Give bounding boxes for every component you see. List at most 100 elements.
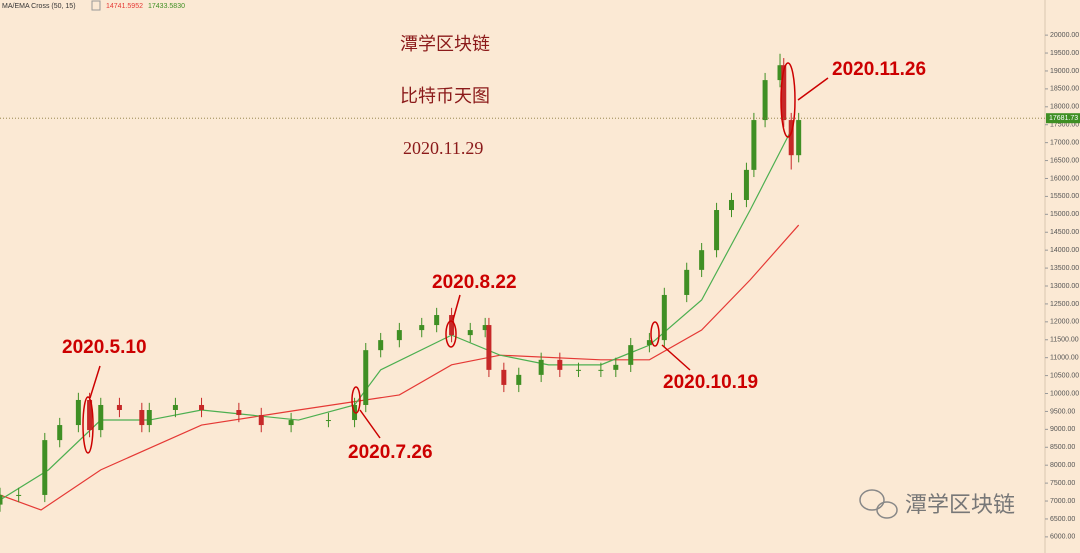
candle-body [378,340,384,351]
annotation: 2020.8.22 [432,272,517,293]
watermark: 潭学区块链 [905,492,1015,517]
annotation: 2020.7.26 [348,442,433,463]
candle-body [788,120,794,156]
candle-body [75,399,81,426]
y-tick-label: 17000.00 [1050,139,1079,146]
arrow [359,409,381,439]
candle-body [661,294,667,341]
candle-body [486,325,492,370]
candle-body [628,345,634,365]
y-tick-label: 13000.00 [1050,283,1079,290]
ma-line [0,224,800,511]
candle-body [482,325,488,331]
y-tick-label: 8500.00 [1050,444,1075,451]
chart-subtitle: 比特币天图 [400,86,490,106]
candle-body [0,494,3,505]
candle-body [363,350,369,405]
highlight [445,320,457,348]
y-tick-label: 16500.00 [1050,157,1079,164]
y-tick-label: 11500.00 [1050,337,1079,344]
y-tick-label: 12000.00 [1050,319,1079,326]
y-tick-label: 18500.00 [1050,86,1079,93]
y-tick-label: 18000.00 [1050,104,1079,111]
y-tick-label: 13500.00 [1050,265,1079,272]
y-tick-label: 7500.00 [1050,480,1075,487]
highlight [351,386,361,414]
y-tick-label: 19500.00 [1050,50,1079,57]
annotation: 2020.10.19 [663,372,758,393]
chart-date: 2020.11.29 [403,138,483,158]
candle-body [714,210,720,251]
candle-body [42,440,48,495]
y-tick-label: 12500.00 [1050,301,1079,308]
candle-body [743,169,749,200]
candle-body [98,404,104,431]
candle-body [449,315,455,336]
highlight [780,62,796,138]
candle-body [613,364,619,370]
y-tick-label: 6500.00 [1050,516,1075,523]
y-tick-label: 14500.00 [1050,229,1079,236]
last-price-box [1046,113,1080,124]
y-tick-label: 11000.00 [1050,355,1079,362]
candle-body [467,330,473,336]
annotation: 2020.11.26 [832,59,926,80]
arrow [89,365,101,399]
candle-body [751,120,757,170]
wechat-icon [859,489,898,519]
candle-body [434,315,440,326]
candle-body [172,404,178,411]
annotations [82,62,829,454]
candle-body [396,330,402,341]
y-tick-label: 9500.00 [1050,408,1075,415]
candle-body [139,410,145,426]
candle-body [325,420,331,422]
y-tick-label: 15500.00 [1050,193,1079,200]
settings-box[interactable] [91,0,101,11]
arrow [452,294,461,321]
candle-body [575,369,581,371]
candle-body [781,65,787,121]
candle-body [557,359,563,370]
y-tick-label: 15000.00 [1050,211,1079,218]
y-tick-label: 8000.00 [1050,462,1075,469]
indicator-name: MA/EMA Cross (50, 15) [2,3,76,10]
candle-body [501,369,507,385]
candle-body [646,340,652,346]
indicator-readout: 14741.5952 [106,3,143,10]
candle-body [199,404,205,411]
candle-body [146,410,152,426]
y-tick-label: 19000.00 [1050,68,1079,75]
chart-title: 潭学区块链 [400,34,490,54]
candle-body [684,269,690,295]
highlight [82,396,94,454]
y-tick-label: 10500.00 [1050,372,1079,379]
candle-body [288,420,294,426]
candle-body [699,250,705,270]
last-price-label: 17681.73 [1049,115,1078,122]
candle-body [796,120,802,156]
arrow [661,344,691,371]
annotation: 2020.5.10 [62,337,147,358]
candle-body [236,410,242,416]
ma-line [0,129,792,501]
candle-body [116,404,122,411]
y-tick-label: 10000.00 [1050,390,1079,397]
candle-body [419,325,425,331]
arrow [797,77,829,101]
candle-body [729,199,734,211]
candle-body [777,65,783,81]
y-tick-label: 16000.00 [1050,175,1079,182]
candle-body [57,425,63,441]
candle-body [538,359,544,375]
y-tick-label: 20000.00 [1050,32,1079,39]
candle-body [762,80,768,121]
candle-body [258,415,264,426]
y-tick-label: 9000.00 [1050,426,1075,433]
y-tick-label: 6000.00 [1050,534,1075,541]
y-tick-label: 7000.00 [1050,498,1075,505]
candle-body [16,494,22,496]
highlight [650,321,660,347]
